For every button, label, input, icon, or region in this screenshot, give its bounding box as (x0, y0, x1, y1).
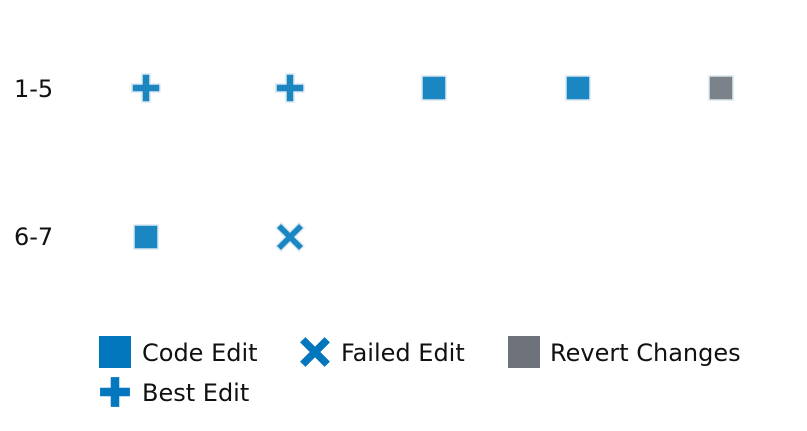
marker-code-edit-square-icon (131, 222, 161, 252)
x-icon (299, 336, 331, 368)
legend-item-code-edit: Code Edit (99, 336, 279, 370)
legend-label-revert-changes: Revert Changes (550, 339, 741, 367)
marker-code-edit-square-icon (419, 73, 449, 103)
marker-best-edit-plus-icon (275, 73, 305, 103)
plus-icon (99, 376, 131, 408)
legend-item-failed-edit: Failed Edit (299, 336, 489, 370)
legend-label-code-edit: Code Edit (142, 339, 258, 367)
legend-label-best-edit: Best Edit (142, 379, 250, 407)
legend-label-failed-edit: Failed Edit (341, 339, 465, 367)
marker-revert-changes-square-icon (706, 73, 736, 103)
row-label-6-7: 6-7 (14, 223, 54, 251)
row-label-1-5: 1-5 (14, 75, 54, 103)
square-icon (99, 336, 131, 368)
marker-code-edit-square-icon (563, 73, 593, 103)
marker-failed-edit-x-icon (275, 222, 305, 252)
square-icon (508, 336, 540, 368)
legend-item-best-edit: Best Edit (99, 376, 279, 410)
marker-best-edit-plus-icon (131, 73, 161, 103)
legend-item-revert-changes: Revert Changes (508, 336, 773, 370)
